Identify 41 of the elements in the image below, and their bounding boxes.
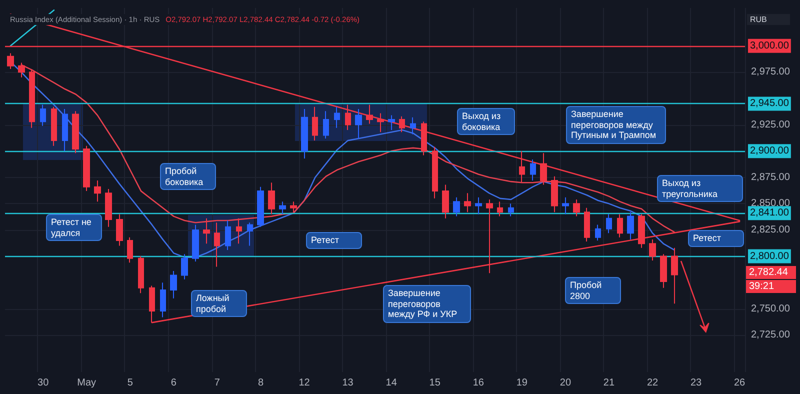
callout: Завершение переговоров между РФ и УКР — [383, 285, 471, 322]
y-tick-label: 2,925.00 — [751, 119, 790, 130]
x-tick-label: 23 — [690, 378, 702, 388]
x-tick-label: 20 — [560, 378, 572, 388]
x-tick-label: 22 — [646, 378, 658, 388]
callout: Ретест не удался — [46, 214, 102, 241]
callout: Ложный пробой — [191, 290, 247, 317]
x-tick-label: May — [77, 378, 96, 388]
y-tick-label: 2,750.00 — [751, 303, 790, 314]
callout: Выход из боковика — [457, 108, 515, 135]
text: 2,782.44 — [746, 266, 796, 279]
text: 39:21 — [746, 280, 796, 293]
x-tick-label: 7 — [214, 378, 220, 388]
x-tick-label: 21 — [603, 378, 615, 388]
x-tick-label: 26 — [734, 378, 746, 388]
y-tick-label: 2,875.00 — [751, 172, 790, 183]
x-tick-label: 13 — [342, 378, 354, 388]
x-tick-label: 14 — [386, 378, 398, 388]
x-tick-label: 15 — [429, 378, 441, 388]
callout: Выход из треугольника — [657, 175, 743, 202]
x-tick-label: 5 — [127, 378, 134, 388]
ref-line-label: 2,841.00 — [750, 208, 790, 219]
y-tick-label: 2,825.00 — [751, 224, 790, 236]
ref-line-label: 2,945.00 — [750, 98, 790, 110]
callout: Пробой 2800 — [565, 277, 621, 304]
ref-line-label: 2,900.00 — [750, 146, 790, 157]
x-tick-label: 19 — [516, 378, 528, 388]
callout: Завершение переговоров между Путиным и Трампом — [566, 106, 666, 144]
x-tick-label: 8 — [258, 378, 264, 388]
text: RUB — [747, 14, 790, 25]
x-tick-label: 16 — [472, 378, 484, 388]
x-tick-label: 30 — [38, 378, 50, 388]
ref-line-label: 3,000.00 — [750, 40, 790, 52]
y-tick-label: 2,975.00 — [751, 66, 790, 78]
y-tick-label: 2,725.00 — [751, 330, 790, 341]
callout: Пробой боковика — [160, 163, 216, 190]
callout: Ретест — [306, 232, 362, 248]
x-tick-label: 6 — [170, 378, 177, 388]
ref-line-label: 2,800.00 — [750, 250, 790, 262]
callout: Ретест — [688, 230, 744, 246]
x-tick-label: 12 — [298, 378, 310, 388]
